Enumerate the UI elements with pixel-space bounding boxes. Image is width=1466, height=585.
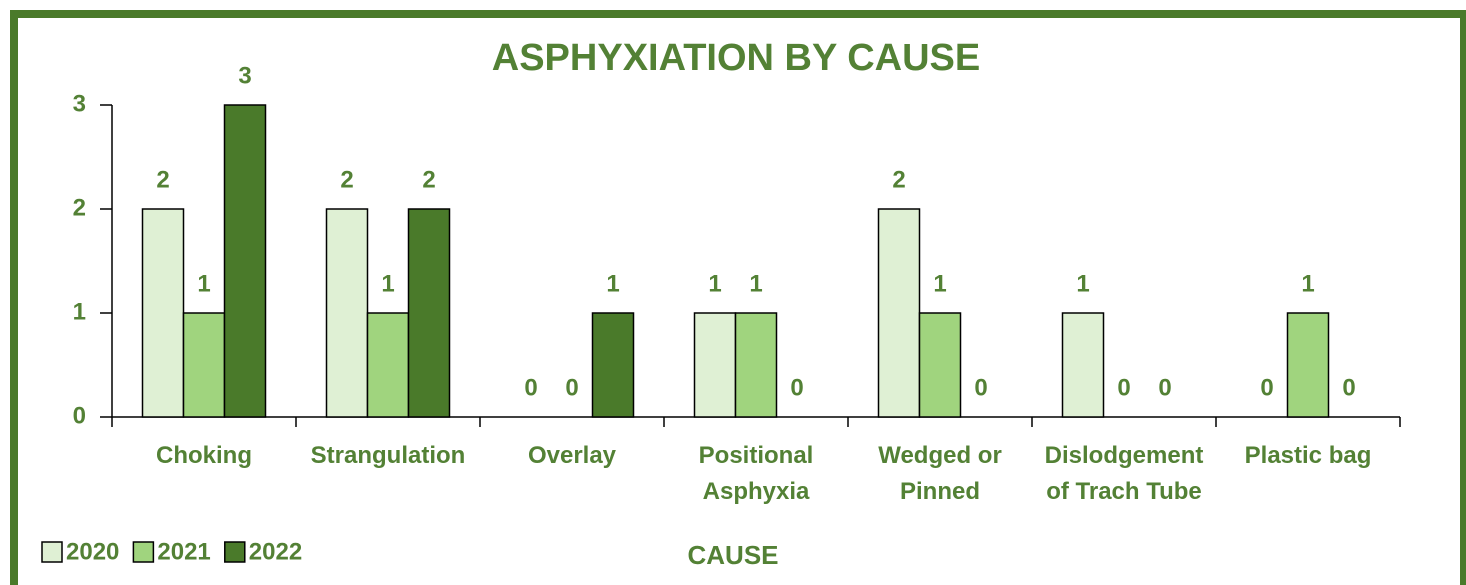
bar	[693, 312, 737, 418]
y-tick-label: 1	[73, 298, 86, 325]
value-label: 1	[749, 270, 762, 297]
x-tick-label: Wedged or Pinned	[878, 442, 1002, 505]
value-label: 1	[606, 270, 619, 297]
x-tick-label: Positional Asphyxia	[699, 442, 814, 505]
value-label: 0	[974, 374, 987, 401]
legend-swatch	[132, 541, 155, 563]
bar	[877, 208, 921, 418]
y-tick-label: 0	[73, 402, 86, 429]
bar	[918, 312, 962, 418]
x-tick-label: Dislodgement of Trach Tube	[1045, 442, 1204, 505]
value-label: 0	[1342, 374, 1355, 401]
value-label: 0	[1260, 374, 1273, 401]
x-tick-label: Plastic bag	[1245, 442, 1372, 469]
x-axis-title: CAUSE	[687, 540, 778, 570]
legend-label: 2020	[66, 538, 119, 565]
value-label: 0	[524, 374, 537, 401]
bar	[1061, 312, 1105, 418]
x-tick-label: Strangulation	[311, 442, 466, 469]
value-label: 0	[1117, 374, 1130, 401]
x-tick-label: Choking	[156, 442, 252, 469]
legend-label: 2022	[249, 538, 302, 565]
bar	[407, 208, 451, 418]
bar	[366, 312, 410, 418]
value-label: 0	[790, 374, 803, 401]
bar	[591, 312, 635, 418]
value-label: 0	[1158, 374, 1171, 401]
value-label: 2	[340, 166, 353, 193]
value-label: 1	[708, 270, 721, 297]
legend-swatch	[41, 541, 63, 563]
bar	[141, 208, 185, 418]
value-label: 1	[1076, 270, 1089, 297]
legend-swatch	[224, 541, 246, 563]
y-tick-label: 3	[73, 90, 86, 117]
value-label: 1	[1301, 270, 1314, 297]
y-tick-label: 2	[73, 194, 86, 221]
bar	[325, 208, 369, 418]
value-label: 0	[565, 374, 578, 401]
value-label: 1	[381, 270, 394, 297]
value-label: 1	[197, 270, 210, 297]
bar	[734, 312, 778, 418]
bar	[1286, 312, 1330, 418]
x-tick-label: Overlay	[528, 442, 617, 469]
value-label: 1	[933, 270, 946, 297]
value-label: 2	[422, 166, 435, 193]
bar	[223, 104, 267, 418]
chart-title: ASPHYXIATION BY CAUSE	[492, 37, 980, 79]
value-label: 2	[156, 166, 169, 193]
legend-label: 2021	[157, 538, 210, 565]
bar	[182, 312, 226, 418]
value-label: 2	[892, 166, 905, 193]
value-label: 3	[238, 62, 251, 89]
